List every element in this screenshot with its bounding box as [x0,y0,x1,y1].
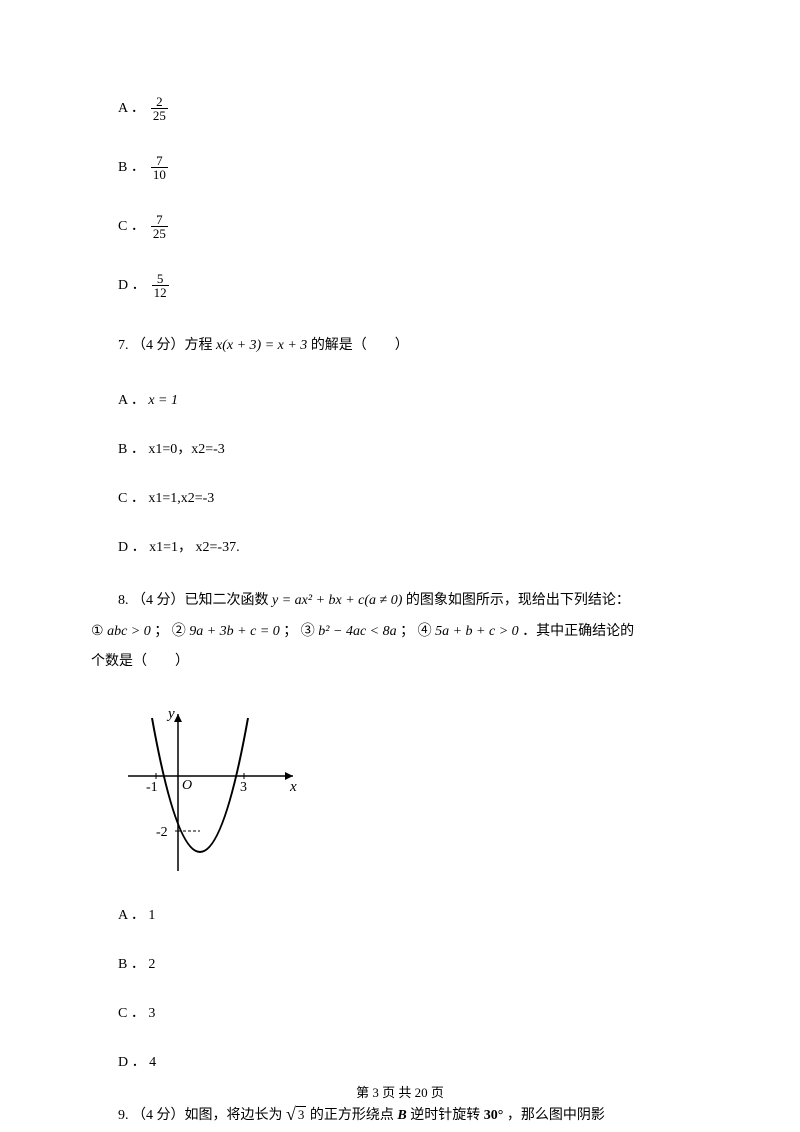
option-label: C ． [118,491,148,506]
q8-expr3: b² − 4ac < 8a [318,624,396,639]
option-text: x1=1， x2=-37. [149,540,239,555]
q8-option-b: B ． 2 [118,954,710,975]
q8-expr2: 9a + 3b + c = 0 [189,624,280,639]
option-text: x = 1 [148,393,178,408]
q8-suffix2: ．其中正确结论的 [522,624,634,639]
circled-1: ① [91,624,104,639]
option-text: 2 [148,957,155,972]
q7-option-a: A ． x = 1 [118,390,710,411]
option-label: A ． [118,908,148,923]
sep: ； [400,624,414,639]
q8-graph: y x O -1 3 -2 [118,706,710,881]
numerator: 5 [155,272,166,285]
fraction: 7 10 [151,154,168,181]
option-label: D ． [118,540,149,555]
circled-2: ② [172,624,186,639]
option-label: D ． [118,275,146,296]
fraction: 2 25 [151,95,168,122]
numerator: 2 [154,95,165,108]
x-axis-label: x [289,779,297,795]
numerator: 7 [154,213,165,226]
q7-suffix: 的解是（ ） [311,338,409,353]
option-label: D ． [118,1055,149,1070]
fraction: 5 12 [152,272,169,299]
numerator: 7 [154,154,165,167]
option-label: C ． [118,216,145,237]
q8-option-c: C ． 3 [118,1003,710,1024]
q9-point: B [397,1108,406,1123]
q8-expr1: abc > 0 [107,624,151,639]
fraction: 7 25 [151,213,168,240]
option-text: 1 [148,908,155,923]
option-label: B ． [118,157,145,178]
q9-mid: 的正方形绕点 [310,1108,398,1123]
option-label: B ． [118,957,148,972]
option-text: 3 [148,1006,155,1021]
sqrt-value: 3 [296,1106,307,1124]
page-footer: 第 3 页 共 20 页 [0,1083,800,1103]
q7-option-b: B ． x1=0，x2=-3 [118,439,710,460]
parabola-svg: y x O -1 3 -2 [118,706,303,881]
y-tick-neg2: -2 [156,825,168,840]
question-8: 8. （4 分）已知二次函数 y = ax² + bx + c(a ≠ 0) 的… [91,586,710,678]
q8-prefix: 8. （4 分）已知二次函数 [118,593,272,608]
option-text: 4 [149,1055,156,1070]
circled-3: ③ [301,624,315,639]
x-tick-neg1: -1 [146,780,158,795]
q7-option-d: D ． x1=1， x2=-37. [118,537,710,558]
denominator: 10 [151,167,168,181]
sep: ； [154,624,168,639]
sqrt-icon: √3 [286,1104,306,1124]
sep: ； [283,624,297,639]
q8-suffix1: 的图象如图所示，现给出下列结论： [406,593,630,608]
q9-mid2: 逆时针旋转 [410,1108,484,1123]
option-label: A ． [118,393,148,408]
circled-4: ④ [418,624,432,639]
denominator: 12 [152,285,169,299]
option-text: x1=0，x2=-3 [148,442,224,457]
q9-suffix: ，那么图中阴影 [507,1108,605,1123]
q7-equation: x(x + 3) = x + 3 [216,338,307,353]
q8-option-a: A ． 1 [118,905,710,926]
option-label: C ． [118,1006,148,1021]
x-tick-3: 3 [240,780,247,795]
q8-option-d: D ． 4 [118,1052,710,1073]
option-label: A ． [118,98,145,119]
q8-eq: y = ax² + bx + c(a ≠ 0) [272,593,402,608]
denominator: 25 [151,108,168,122]
q7-prefix: 7. （4 分）方程 [118,338,216,353]
question-9: 9. （4 分）如图，将边长为 √3 的正方形绕点 B 逆时针旋转 30° ，那… [118,1101,710,1132]
question-7: 7. （4 分）方程 x(x + 3) = x + 3 的解是（ ） [118,331,710,362]
option-text: x1=1,x2=-3 [148,491,214,506]
q8-line3: 个数是（ ） [91,654,189,669]
q9-prefix: 9. （4 分）如图，将边长为 [118,1108,286,1123]
option-c: C ． 7 25 [118,213,710,240]
option-a: A ． 2 25 [118,95,710,122]
origin-label: O [182,778,192,793]
option-b: B ． 7 10 [118,154,710,181]
q9-angle: 30° [484,1108,504,1123]
q7-option-c: C ． x1=1,x2=-3 [118,488,710,509]
q8-expr4: 5a + b + c > 0 [435,624,519,639]
y-axis-label: y [166,706,175,722]
option-label: B ． [118,442,148,457]
option-d: D ． 5 12 [118,272,710,299]
denominator: 25 [151,226,168,240]
